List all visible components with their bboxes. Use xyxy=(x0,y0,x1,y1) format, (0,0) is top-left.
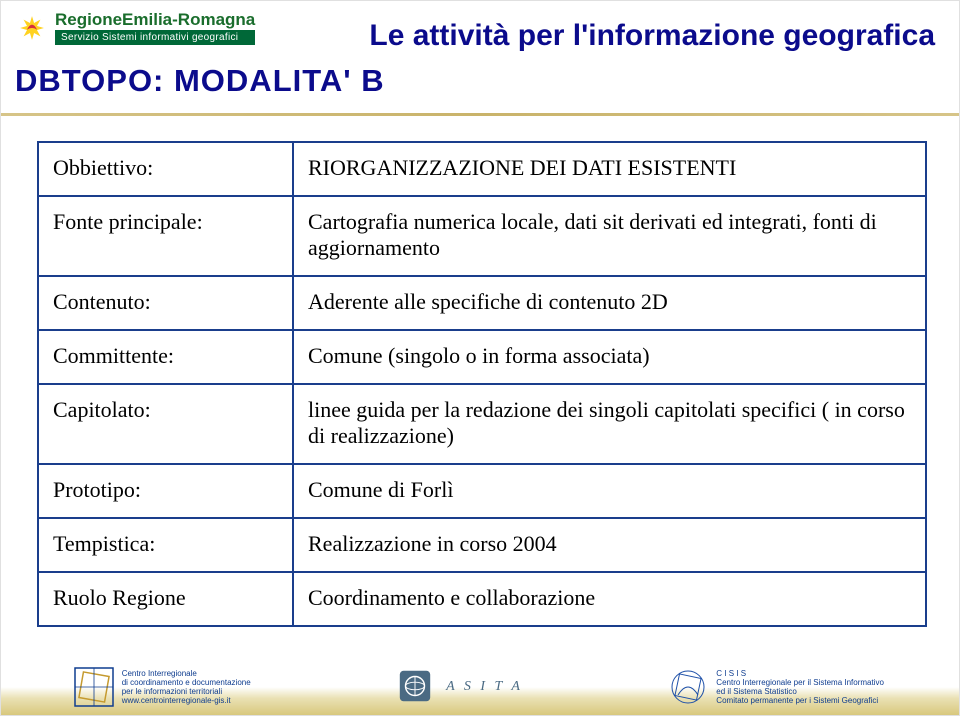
table-row-label: Tempistica: xyxy=(38,518,293,572)
table-row: Obbiettivo:RIORGANIZZAZIONE DEI DATI ESI… xyxy=(38,142,926,196)
table-row: Capitolato:linee guida per la redazione … xyxy=(38,384,926,464)
region-logo-line1: RegioneEmilia-Romagna xyxy=(55,11,255,28)
region-logo-mark-icon xyxy=(15,11,49,45)
slide: RegioneEmilia-Romagna Servizio Sistemi i… xyxy=(0,0,960,716)
page-header-title: Le attività per l'informazione geografic… xyxy=(331,19,935,53)
table-row-value: Comune di Forlì xyxy=(293,464,926,518)
table-row-label: Fonte principale: xyxy=(38,196,293,276)
table-row-label: Contenuto: xyxy=(38,276,293,330)
table-row: Ruolo RegioneCoordinamento e collaborazi… xyxy=(38,572,926,626)
region-logo: RegioneEmilia-Romagna Servizio Sistemi i… xyxy=(15,11,275,45)
table-row: Prototipo:Comune di Forlì xyxy=(38,464,926,518)
footer-logo-cisis-text: C I S I SCentro Interregionale per il Si… xyxy=(716,669,886,706)
table-row-value: RIORGANIZZAZIONE DEI DATI ESISTENTI xyxy=(293,142,926,196)
footer-logo-asita-text: A S I T A xyxy=(446,679,523,695)
centro-icon xyxy=(74,667,114,707)
table-row-value: Coordinamento e collaborazione xyxy=(293,572,926,626)
definition-table-body: Obbiettivo:RIORGANIZZAZIONE DEI DATI ESI… xyxy=(38,142,926,626)
table-row: Contenuto:Aderente alle specifiche di co… xyxy=(38,276,926,330)
asita-icon xyxy=(396,667,436,707)
table-row: Committente:Comune (singolo o in forma a… xyxy=(38,330,926,384)
region-logo-main: RegioneEmilia-Romagna Servizio Sistemi i… xyxy=(15,11,275,45)
footer-logos: Centro Interregionale di coordinamento e… xyxy=(1,645,959,707)
region-logo-line2: Servizio Sistemi informativi geografici xyxy=(55,30,255,45)
cisis-icon xyxy=(668,667,708,707)
footer-logo-cisis: C I S I SCentro Interregionale per il Si… xyxy=(668,667,886,707)
header-divider xyxy=(1,113,959,116)
table-row-label: Committente: xyxy=(38,330,293,384)
table-row: Fonte principale:Cartografia numerica lo… xyxy=(38,196,926,276)
region-logo-text: RegioneEmilia-Romagna Servizio Sistemi i… xyxy=(55,11,255,45)
table-row-value: Cartografia numerica locale, dati sit de… xyxy=(293,196,926,276)
page-section-title: DBTOPO: MODALITA' B xyxy=(15,63,385,99)
table-row-value: Comune (singolo o in forma associata) xyxy=(293,330,926,384)
footer-logo-asita: A S I T A xyxy=(396,667,523,707)
footer-logo-centro: Centro Interregionale di coordinamento e… xyxy=(74,667,251,707)
footer: Centro Interregionale di coordinamento e… xyxy=(1,637,959,715)
definition-table: Obbiettivo:RIORGANIZZAZIONE DEI DATI ESI… xyxy=(37,141,927,627)
footer-logo-centro-text: Centro Interregionale di coordinamento e… xyxy=(122,669,251,706)
table-row-value: Aderente alle specifiche di contenuto 2D xyxy=(293,276,926,330)
table-row-label: Prototipo: xyxy=(38,464,293,518)
table-row-label: Capitolato: xyxy=(38,384,293,464)
table-row-value: Realizzazione in corso 2004 xyxy=(293,518,926,572)
table-row: Tempistica:Realizzazione in corso 2004 xyxy=(38,518,926,572)
table-row-label: Ruolo Regione xyxy=(38,572,293,626)
table-row-value: linee guida per la redazione dei singoli… xyxy=(293,384,926,464)
table-row-label: Obbiettivo: xyxy=(38,142,293,196)
